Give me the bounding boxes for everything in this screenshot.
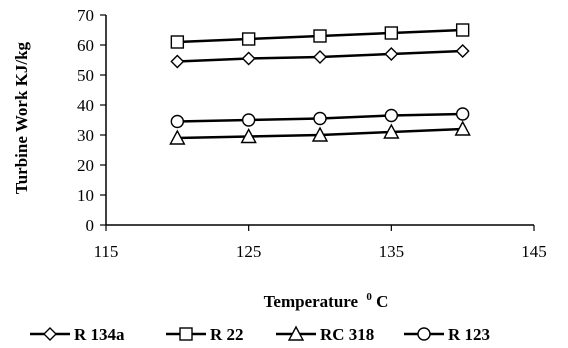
y-tick-label: 40 bbox=[77, 96, 94, 115]
square-marker bbox=[241, 32, 256, 46]
circle-marker bbox=[384, 108, 399, 123]
triangle-marker bbox=[169, 129, 186, 145]
x-axis-title-unit: C bbox=[376, 292, 388, 311]
diamond-marker bbox=[455, 44, 470, 58]
x-tick-label: 135 bbox=[379, 242, 405, 261]
triangle-marker bbox=[454, 120, 471, 136]
square-marker bbox=[455, 23, 470, 37]
legend-label: RC 318 bbox=[320, 325, 374, 344]
triangle-marker bbox=[311, 126, 329, 142]
square-marker bbox=[313, 29, 327, 43]
triangle-marker bbox=[383, 123, 400, 139]
triangle-marker bbox=[287, 325, 305, 341]
y-tick-label: 60 bbox=[77, 36, 94, 55]
y-tick-label: 0 bbox=[86, 216, 95, 235]
circle-marker bbox=[170, 114, 185, 129]
diamond-marker bbox=[43, 327, 57, 341]
square-marker bbox=[170, 35, 185, 49]
series-r-123 bbox=[170, 107, 470, 129]
y-tick-label: 10 bbox=[77, 186, 94, 205]
legend-label: R 123 bbox=[448, 325, 490, 344]
x-axis-title-superscript: 0 bbox=[366, 291, 372, 303]
x-axis-title: Temperature 0 C bbox=[264, 285, 389, 311]
diamond-marker bbox=[313, 50, 327, 64]
series-r-22 bbox=[170, 23, 470, 49]
square-marker bbox=[384, 26, 399, 40]
circle-marker bbox=[241, 113, 256, 127]
y-tick-label: 20 bbox=[77, 156, 94, 175]
square-marker bbox=[179, 327, 193, 341]
circle-marker bbox=[417, 327, 431, 341]
y-tick-label: 50 bbox=[77, 66, 94, 85]
diamond-marker bbox=[170, 54, 185, 69]
series-layer bbox=[169, 23, 471, 145]
circle-marker bbox=[455, 107, 470, 121]
series-r-134a bbox=[170, 44, 470, 69]
plot-area bbox=[105, 15, 534, 226]
triangle-marker bbox=[240, 128, 257, 144]
x-tick-label: 145 bbox=[521, 242, 547, 261]
y-tick-label: 30 bbox=[77, 126, 94, 145]
diamond-marker bbox=[241, 51, 256, 66]
legend-item: R 134a bbox=[30, 325, 125, 344]
legend-item: RC 318 bbox=[276, 325, 374, 344]
x-axis-ticks: 115 125 135 145 bbox=[94, 225, 547, 261]
y-axis-ticks: 0 10 20 30 40 50 60 70 bbox=[77, 6, 106, 235]
legend: R 134a R 22 RC 318 R 123 bbox=[30, 325, 490, 344]
x-tick-label: 115 bbox=[94, 242, 119, 261]
series-rc-318 bbox=[169, 120, 471, 145]
x-tick-label: 125 bbox=[236, 242, 262, 261]
x-axis-title-label: Temperature bbox=[264, 292, 359, 311]
y-tick-label: 70 bbox=[77, 6, 94, 25]
circle-marker bbox=[313, 111, 327, 126]
legend-item: R 123 bbox=[404, 325, 490, 344]
legend-label: R 134a bbox=[74, 325, 125, 344]
legend-item: R 22 bbox=[166, 325, 244, 344]
y-axis-title: Turbine Work KJ/kg bbox=[12, 41, 31, 194]
diamond-marker bbox=[384, 47, 399, 61]
legend-label: R 22 bbox=[210, 325, 244, 344]
